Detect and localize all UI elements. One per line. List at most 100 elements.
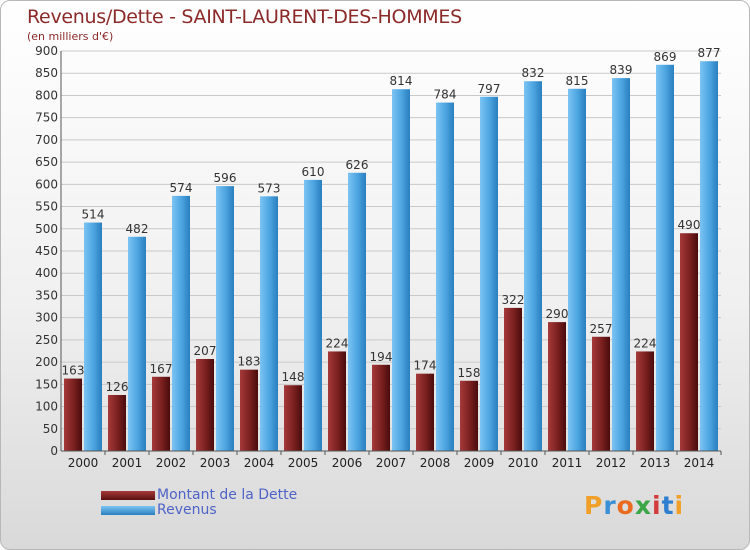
x-tick-label: 2001 [112,456,143,470]
revenue-value-label: 815 [566,74,589,88]
y-tick-label: 900 [35,44,58,58]
revenue-value-label: 514 [82,208,105,222]
debt-value-label: 174 [414,359,437,373]
x-tick-label: 2005 [288,456,319,470]
debt-value-label: 224 [634,336,657,350]
revenue-bar [392,89,410,451]
x-tick-label: 2014 [684,456,715,470]
bar-chart: 163 514 126 482 167 574 207 596 183 573 148 610 224 6… [35,44,722,470]
debt-bar [460,380,478,451]
revenue-value-label: 626 [346,158,369,172]
debt-bar [108,395,126,451]
debt-bar [504,307,522,451]
x-tick-label: 2007 [376,456,407,470]
revenue-bar [524,81,542,451]
y-tick-label: 100 [35,400,58,414]
revenue-bar [480,96,498,452]
revenue-value-label: 869 [654,50,677,64]
revenue-value-label: 839 [610,63,633,77]
y-tick-label: 250 [35,333,58,347]
legend-item-debt: Montant de la Dette [101,487,298,503]
revenue-bar [656,64,674,452]
revenue-value-label: 832 [522,66,545,80]
revenue-value-label: 814 [390,74,413,88]
revenue-value-label: 573 [258,181,281,195]
y-tick-label: 700 [35,133,58,147]
debt-bar [592,336,610,451]
revenue-value-label: 610 [302,165,325,179]
x-tick-label: 2012 [596,456,627,470]
legend-swatch-revenue [101,505,155,515]
y-tick-label: 500 [35,222,58,236]
x-tick-label: 2013 [640,456,671,470]
revenue-bar [700,61,718,451]
chart-subtitle: (en milliers d'€) [27,30,114,43]
revenue-value-label: 784 [434,88,457,102]
x-tick-label: 2006 [332,456,363,470]
x-tick-label: 2000 [68,456,99,470]
debt-bar [548,322,566,451]
debt-value-label: 257 [590,322,613,336]
proxiti-logo: Proxiti [584,491,685,520]
debt-value-label: 183 [238,355,261,369]
y-tick-label: 150 [35,377,58,391]
revenue-bar [304,179,322,451]
y-tick-label: 850 [35,66,58,80]
revenue-value-label: 482 [126,222,149,236]
debt-bar [636,351,654,451]
revenue-bar [84,222,102,451]
revenue-bar [612,78,630,451]
debt-bar [240,369,258,451]
x-tick-label: 2010 [508,456,539,470]
y-tick-label: 200 [35,355,58,369]
legend-swatch-debt [101,490,155,500]
debt-value-label: 322 [502,293,525,307]
y-tick-label: 750 [35,111,58,125]
debt-value-label: 290 [546,307,569,321]
debt-bar [416,373,434,451]
legend-item-revenue: Revenus [101,502,217,518]
revenue-bar [260,196,278,451]
debt-bar [64,378,82,451]
debt-bar [152,376,170,451]
revenue-value-label: 877 [698,46,721,60]
debt-bar [284,385,302,451]
debt-bar [196,359,214,451]
debt-bar [328,351,346,451]
debt-value-label: 126 [106,380,129,394]
debt-value-label: 224 [326,336,349,350]
debt-value-label: 148 [282,370,305,384]
revenue-bar [568,88,586,452]
y-tick-label: 400 [35,266,58,280]
revenue-bar [216,186,234,451]
y-tick-label: 600 [35,177,58,191]
chart-title: Revenus/Dette - SAINT-LAURENT-DES-HOMMES [27,6,462,28]
y-tick-label: 300 [35,311,58,325]
debt-value-label: 167 [150,362,173,376]
debt-value-label: 207 [194,344,217,358]
debt-bar [372,364,390,451]
debt-bar [680,233,698,451]
legend-label-debt: Montant de la Dette [157,487,298,503]
x-tick-label: 2008 [420,456,451,470]
y-tick-label: 800 [35,88,58,102]
debt-value-label: 163 [62,364,85,378]
revenue-value-label: 574 [170,181,193,195]
revenue-value-label: 797 [478,82,501,96]
y-tick-label: 350 [35,288,58,302]
x-tick-label: 2004 [244,456,275,470]
debt-value-label: 490 [678,218,701,232]
y-tick-label: 650 [35,155,58,169]
revenue-bar [348,172,366,451]
debt-value-label: 158 [458,366,481,380]
revenue-bar [172,195,190,451]
y-tick-label: 0 [50,444,58,458]
y-tick-label: 550 [35,200,58,214]
debt-value-label: 194 [370,350,393,364]
x-tick-label: 2002 [156,456,187,470]
y-tick-label: 50 [43,422,58,436]
y-tick-label: 450 [35,244,58,258]
revenue-value-label: 596 [214,171,237,185]
legend-label-revenue: Revenus [157,502,217,518]
